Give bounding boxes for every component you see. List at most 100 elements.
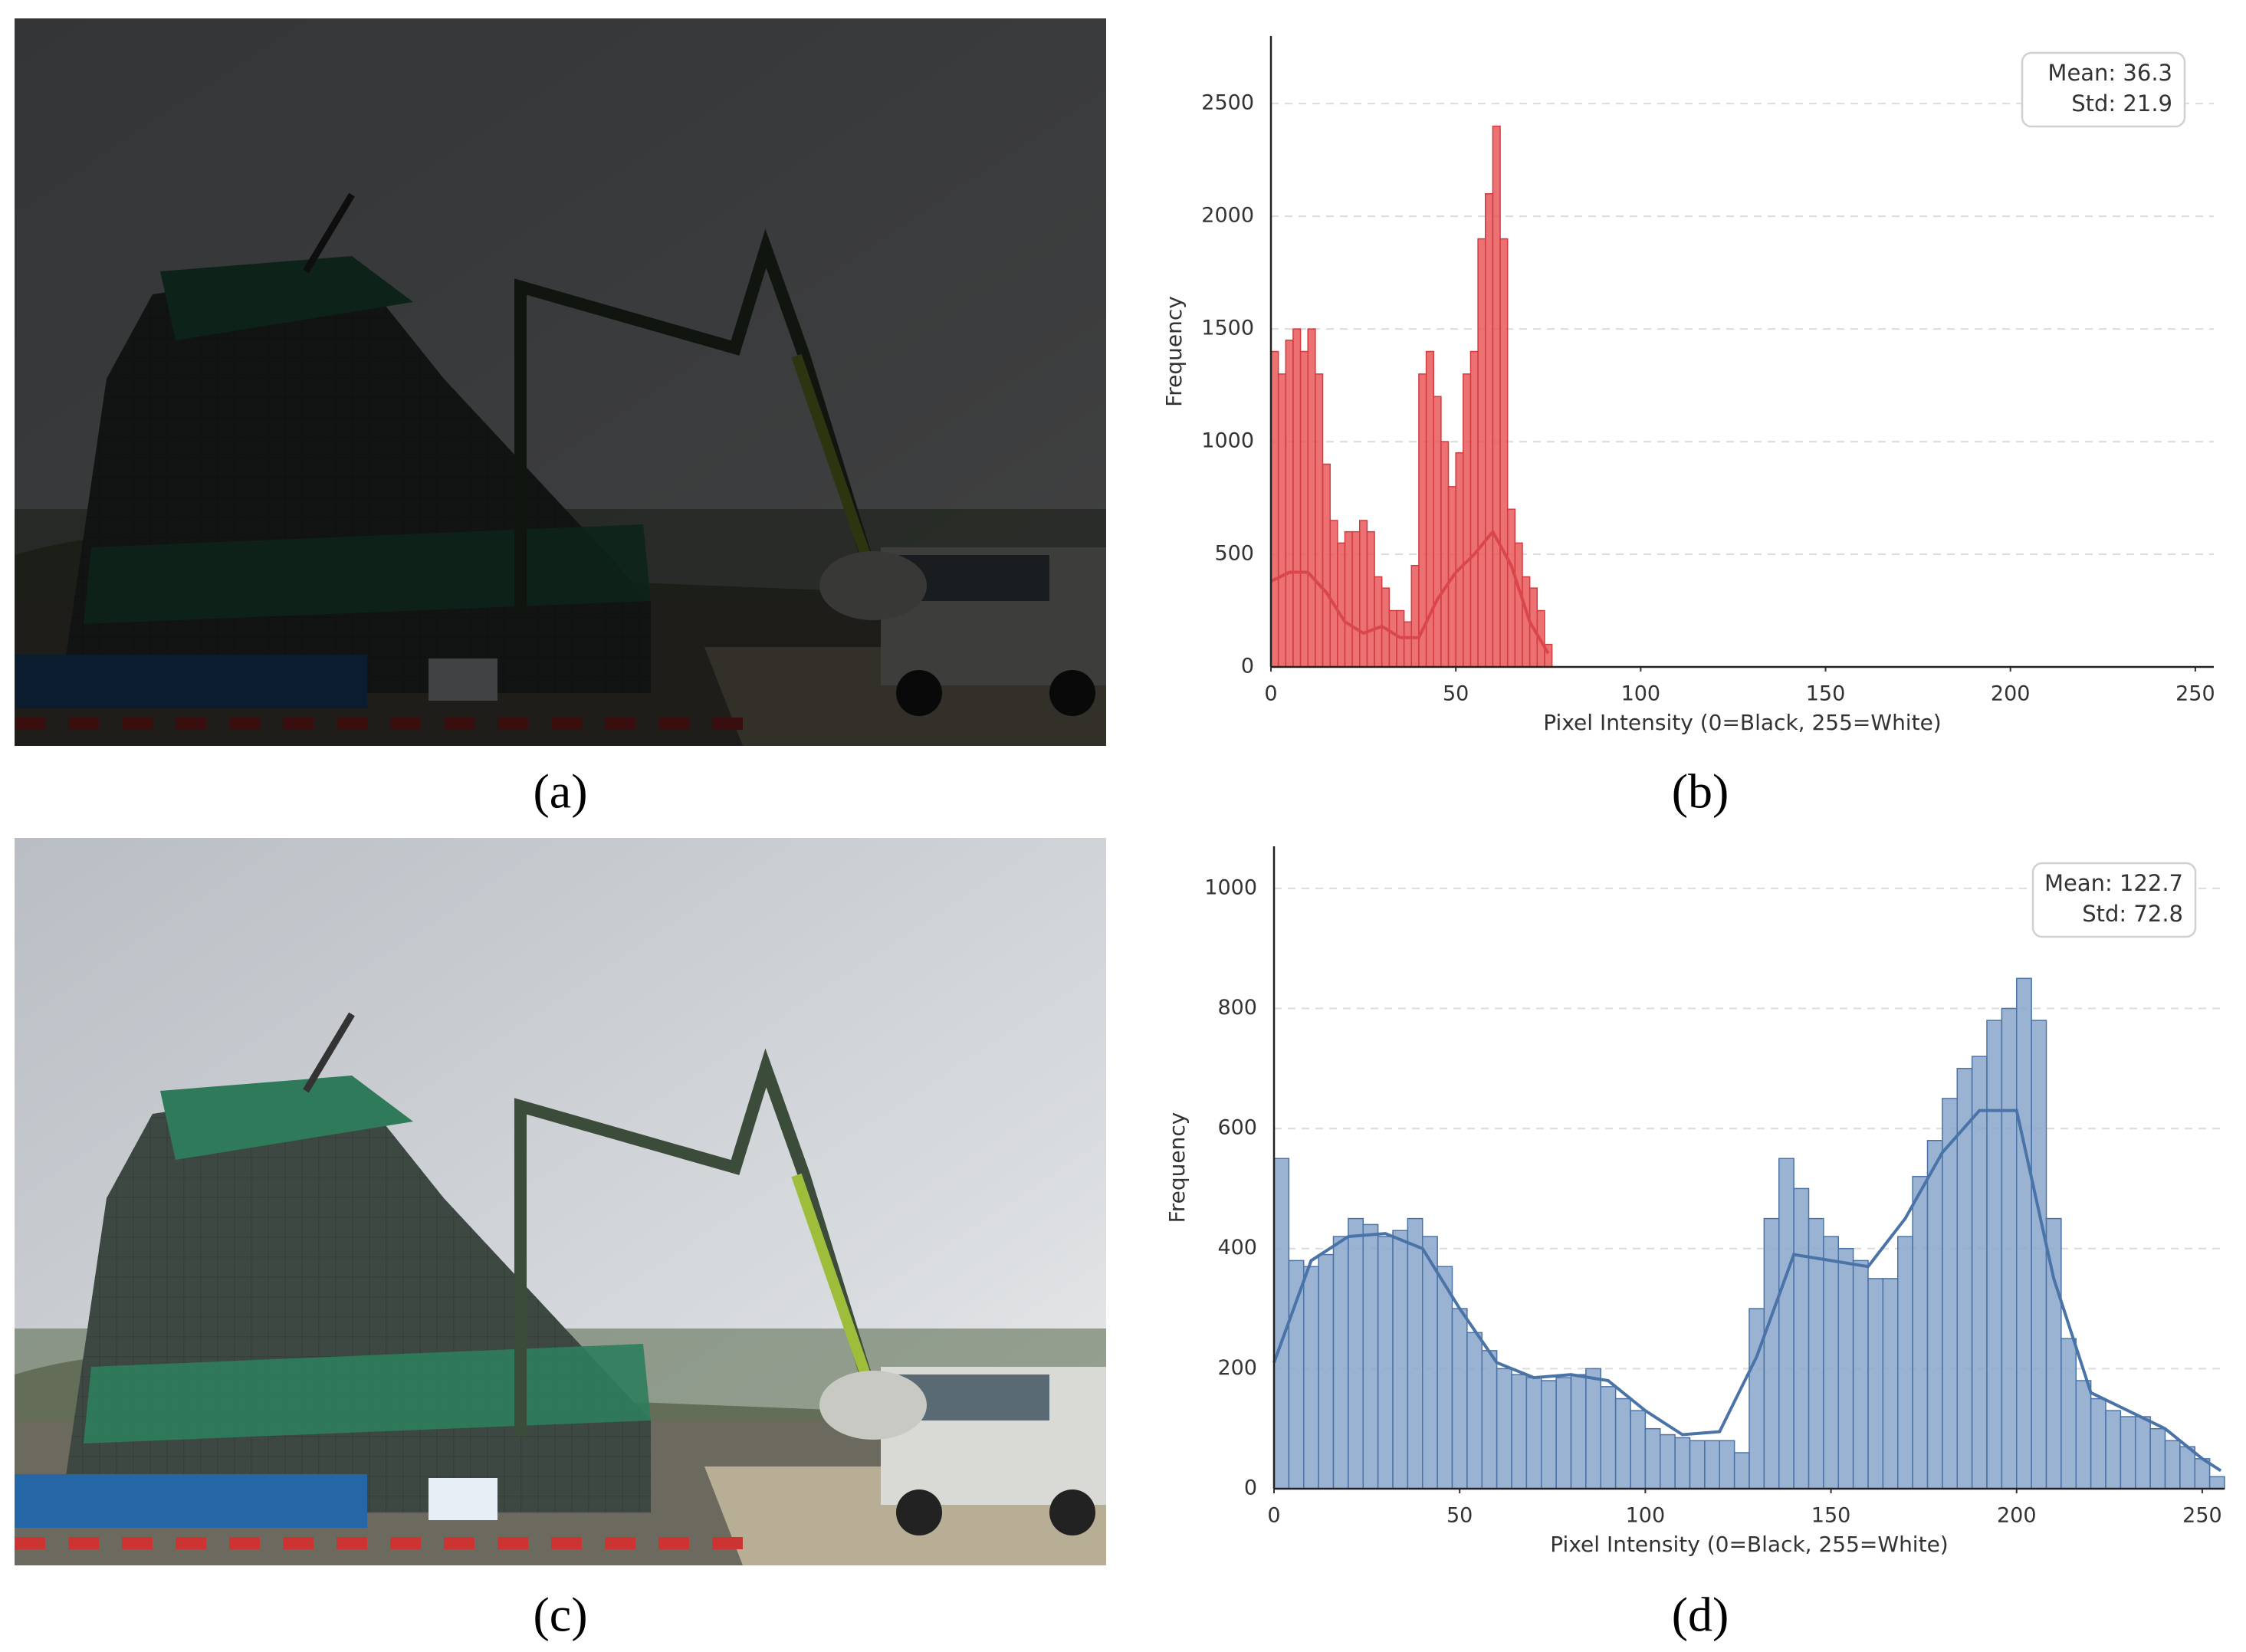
bar (1388, 609, 1397, 668)
caption: (d) (1672, 1588, 1729, 1642)
bar (1525, 1377, 1542, 1489)
y-tick-label: 600 (1217, 1116, 1257, 1140)
bar (2105, 1410, 2122, 1489)
bar (1570, 1374, 1587, 1489)
bar (1344, 530, 1353, 668)
x-tick-label: 0 (1264, 682, 1277, 706)
x-tick-label: 200 (1997, 1504, 2037, 1528)
bar (2179, 1446, 2195, 1489)
caption: (c) (533, 1588, 587, 1642)
bar (1704, 1440, 1720, 1489)
stats-text: Mean: 36.3 (2047, 60, 2172, 86)
bar (1469, 350, 1479, 668)
y-tick-label: 1000 (1201, 429, 1254, 453)
bar (1277, 373, 1287, 668)
bar (1499, 238, 1509, 668)
stats-text: Std: 72.8 (2082, 901, 2183, 927)
bar (1485, 193, 1494, 668)
bar (1630, 1410, 1647, 1489)
bar (1466, 1332, 1483, 1489)
x-tick-label: 250 (2175, 682, 2215, 706)
x-tick-label: 0 (1267, 1504, 1280, 1528)
bar (1555, 1377, 1572, 1489)
bar (1644, 1427, 1661, 1489)
y-tick-label: 1000 (1204, 875, 1257, 899)
bar (1882, 1278, 1899, 1489)
photo-bright (15, 838, 1111, 1565)
bar (1511, 1374, 1528, 1489)
bar (2031, 1020, 2047, 1489)
bar (2016, 977, 2032, 1489)
bar (1514, 542, 1523, 668)
photo-dark (15, 18, 1106, 746)
bar (1942, 1098, 1958, 1489)
bar (1749, 1308, 1765, 1489)
bar (1318, 1253, 1335, 1489)
bar (1403, 621, 1413, 668)
bar (1288, 1260, 1305, 1489)
bar (2090, 1397, 2106, 1489)
bar (2164, 1440, 2181, 1489)
bar (1778, 1158, 1795, 1489)
bar (1455, 452, 1464, 668)
bar (1496, 1368, 1512, 1489)
bar (1492, 125, 1501, 668)
bar (1463, 373, 1472, 668)
bar (1451, 1308, 1468, 1489)
bar (1433, 396, 1442, 668)
x-tick-label: 50 (1446, 1504, 1473, 1528)
stats-text: Std: 21.9 (2071, 90, 2172, 117)
bar (1506, 508, 1516, 668)
y-tick-label: 400 (1217, 1236, 1257, 1260)
kde-line (1272, 1108, 2222, 1473)
y-tick-label: 2500 (1201, 91, 1254, 115)
x-axis-label: Pixel Intensity (0=Black, 255=White) (1543, 710, 1941, 735)
bar (1971, 1056, 1988, 1489)
bar (1763, 1217, 1780, 1489)
bar (1986, 1020, 2003, 1489)
bar (1332, 1236, 1349, 1489)
bar (1366, 530, 1375, 668)
bar (2208, 1476, 2225, 1489)
y-axis-label: Frequency (1161, 296, 1187, 407)
x-tick-label: 200 (1991, 682, 2031, 706)
bar (1270, 350, 1279, 668)
bar (1440, 441, 1450, 668)
y-tick-label: 0 (1244, 1476, 1257, 1500)
stats-box (2031, 862, 2197, 938)
bar (1329, 520, 1338, 668)
bar (1823, 1236, 1839, 1489)
bar (1897, 1236, 1913, 1489)
histogram-chart: 0 200 400 600 800 1000 0 50 100 150 200 250 Pixel In… (1164, 846, 2225, 1557)
x-tick-label: 100 (1626, 1504, 1666, 1528)
bar (1303, 1266, 1319, 1489)
bar (1362, 1223, 1379, 1489)
bar (1837, 1247, 1854, 1489)
bar (1614, 1397, 1631, 1489)
bar (1292, 328, 1302, 668)
stats-text: Mean: 122.7 (2044, 870, 2183, 896)
bar (1541, 1380, 1557, 1489)
bar (1660, 1434, 1676, 1489)
bar (1407, 1217, 1423, 1489)
bar (1322, 463, 1331, 668)
stats-box (2021, 51, 2186, 128)
y-tick-label: 200 (1217, 1356, 1257, 1380)
kde-line (1270, 529, 1550, 655)
bar (1374, 576, 1383, 668)
bar (1733, 1452, 1750, 1489)
bar (2001, 1007, 2018, 1489)
bar (1926, 1140, 1943, 1489)
bar (1351, 530, 1361, 668)
y-tick-label: 500 (1214, 542, 1254, 566)
bar (1477, 238, 1486, 668)
bar (1689, 1440, 1706, 1489)
x-axis-label: Pixel Intensity (0=Black, 255=White) (1550, 1532, 1948, 1557)
y-tick-label: 2000 (1201, 204, 1254, 228)
bar (1422, 1236, 1438, 1489)
bar (1315, 373, 1324, 668)
x-tick-label: 150 (1806, 682, 1846, 706)
bar (1852, 1260, 1869, 1489)
x-tick-label: 250 (2182, 1504, 2222, 1528)
